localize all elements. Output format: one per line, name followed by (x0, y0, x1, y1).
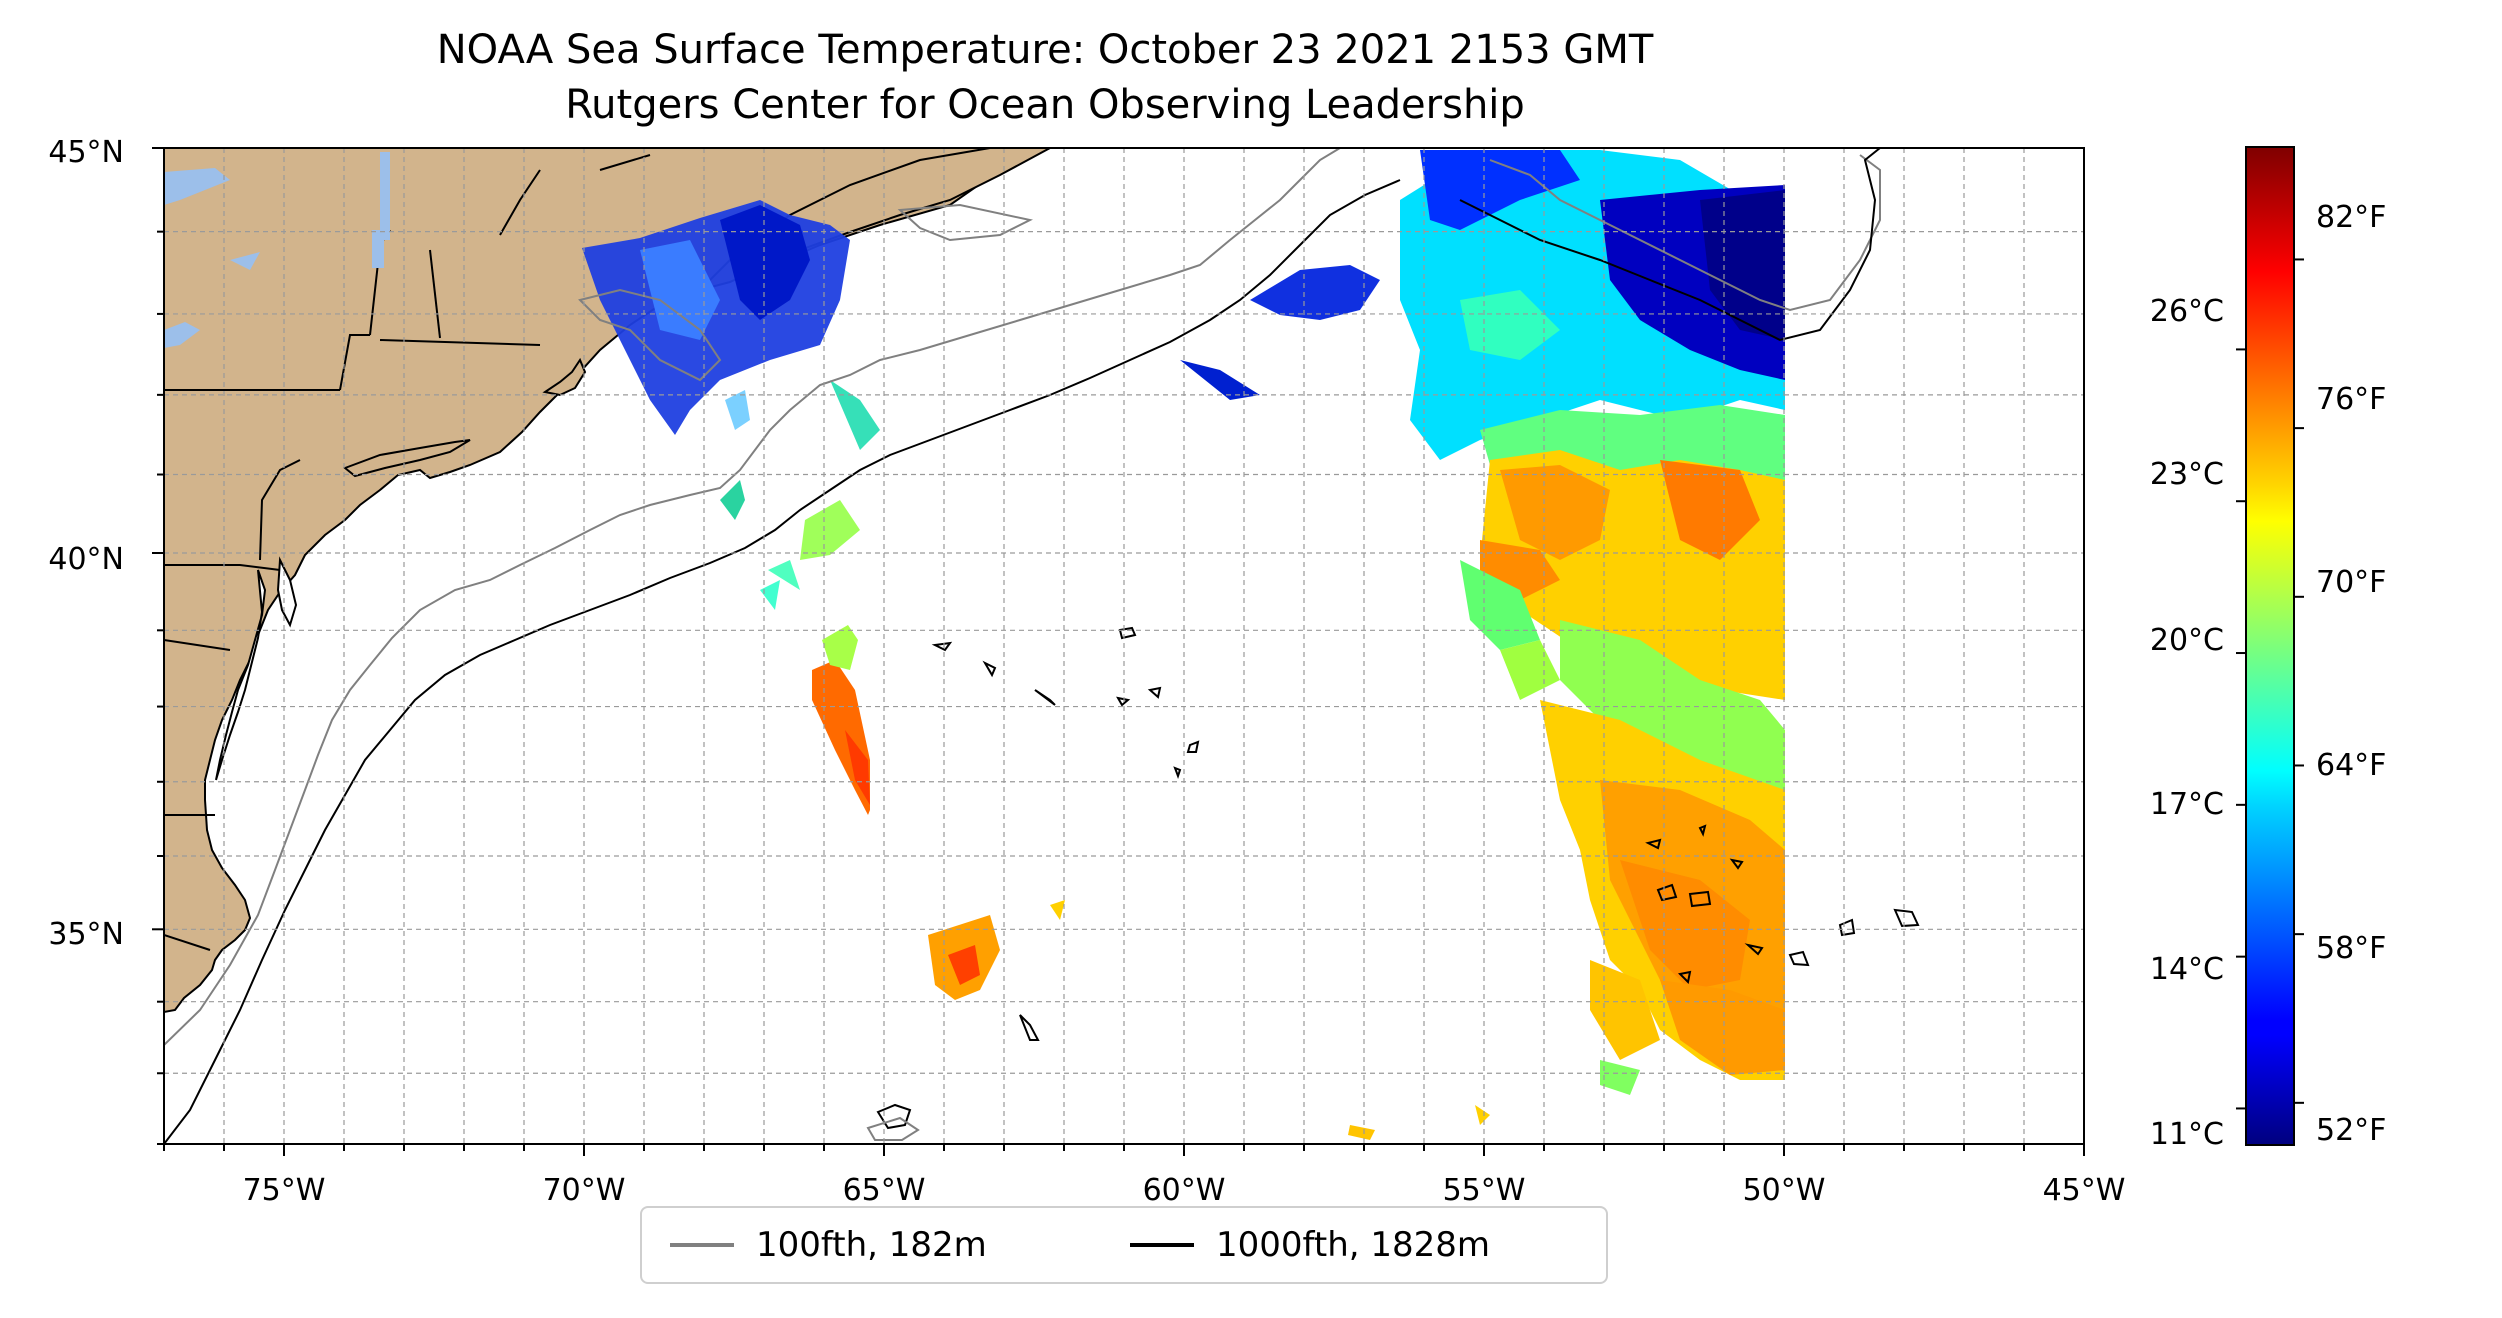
legend-swatch-100fth (670, 1243, 734, 1247)
colorbar-f-label-70: 70°F (2316, 565, 2386, 600)
colorbar-f-label-76: 76°F (2316, 382, 2386, 417)
map-title: NOAA Sea Surface Temperature: October 23… (436, 27, 1654, 73)
colorbar-f-label-64: 64°F (2316, 748, 2386, 783)
cape-cod (542, 357, 587, 397)
map-axes (152, 147, 2085, 1156)
colorbar-c-label-11: 11°C (2150, 1117, 2224, 1152)
gridlines (164, 148, 2084, 1144)
legend-swatch-1000fth (1130, 1243, 1194, 1247)
lon-label-45: 45°W (2043, 1173, 2126, 1208)
long-island (342, 439, 471, 478)
colorbar-c-label-20: 20°C (2150, 623, 2224, 658)
contour-1000fth (164, 179, 1401, 1144)
legend-item-1000fth: 1000fth, 1828m (1130, 1208, 1490, 1282)
map-subtitle: Rutgers Center for Ocean Observing Leade… (565, 82, 1525, 128)
state-boundaries (164, 154, 651, 951)
lon-label-50: 50°W (1743, 1173, 1826, 1208)
lon-label-70: 70°W (543, 1173, 626, 1208)
legend-item-100fth: 100fth, 182m (670, 1208, 987, 1282)
legend-label-100fth: 100fth, 182m (756, 1225, 987, 1265)
seamounts (866, 626, 1920, 1141)
lat-label-45: 45°N (48, 135, 124, 170)
delaware-bay (276, 556, 298, 628)
colorbar-c-label-14: 14°C (2150, 952, 2224, 987)
colorbar-c-label-26: 26°C (2150, 294, 2224, 329)
colorbar-f-label-82: 82°F (2316, 200, 2386, 235)
colorbar-c-label-17: 17°C (2150, 787, 2224, 822)
colorbar: 26°C 23°C 20°C 17°C 14°C 11°C 82°F 76°F … (2150, 146, 2386, 1152)
legend-label-1000fth: 1000fth, 1828m (1216, 1225, 1491, 1265)
lon-label-55: 55°W (1443, 1173, 1526, 1208)
map-axis-labels: 45°N 40°N 35°N 75°W 70°W 65°W 60°W 55°W … (48, 135, 2125, 1208)
lat-label-40: 40°N (48, 542, 124, 577)
lat-label-35: 35°N (48, 917, 124, 952)
contour-100fth (164, 148, 1341, 1046)
colorbar-f-label-52: 52°F (2316, 1113, 2386, 1148)
colorbar-f-label-58: 58°F (2316, 931, 2386, 966)
colorbar-gradient (2245, 146, 2295, 1146)
colorbar-c-label-23: 23°C (2150, 457, 2224, 492)
lon-label-60: 60°W (1143, 1173, 1226, 1208)
chesapeake-bay (215, 569, 267, 781)
lon-label-75: 75°W (243, 1173, 326, 1208)
lon-label-65: 65°W (843, 1173, 926, 1208)
contour-legend: 100fth, 182m 1000fth, 1828m (640, 1206, 1608, 1284)
